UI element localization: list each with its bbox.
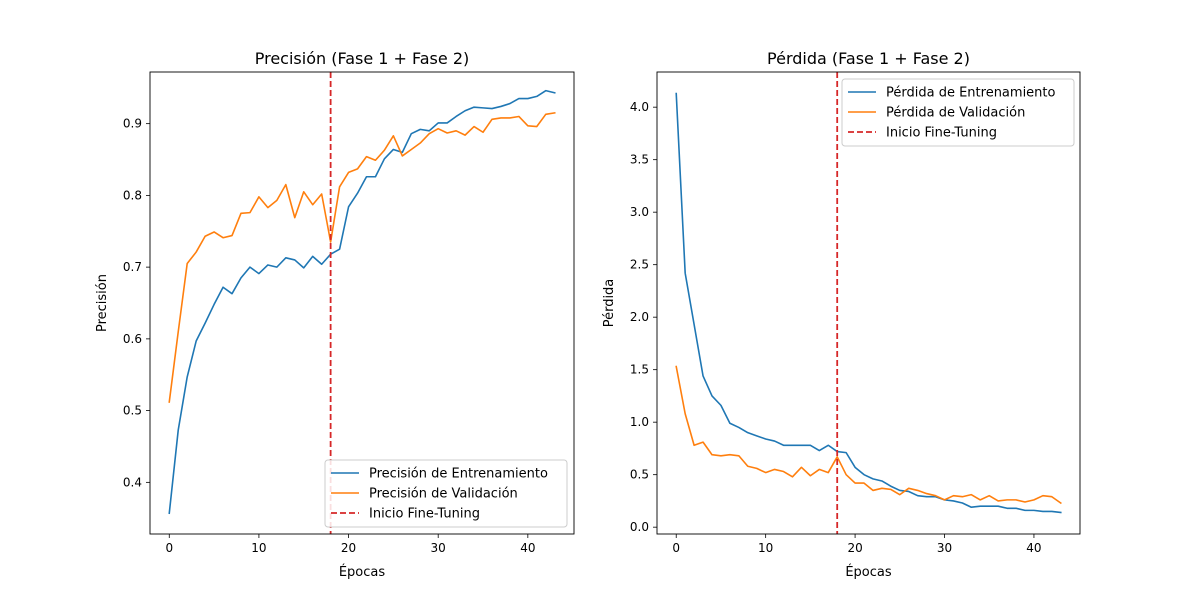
x-tick-label: 30 (937, 541, 952, 555)
x-axis-label: Épocas (845, 564, 892, 580)
y-tick-label: 2.5 (630, 258, 649, 272)
y-tick-label: 0.4 (123, 475, 142, 489)
legend: Precisión de Entrenamiento Precisión de V… (324, 459, 568, 528)
legend-label-val: Pérdida de Validación (886, 106, 1025, 121)
series-line-train (168, 89, 556, 515)
y-tick-label: 0.0 (630, 520, 649, 534)
series-line-train (675, 92, 1062, 514)
y-tick-label: 3.5 (630, 153, 649, 167)
y-tick-label: 1.0 (630, 415, 649, 429)
y-tick-label: 4.0 (630, 100, 649, 114)
legend-label-fine-tuning: Inicio Fine-Tuning (369, 507, 480, 522)
y-tick-label: 0.6 (123, 332, 142, 346)
chart-title: Pérdida (Fase 1 + Fase 2) (767, 49, 970, 68)
x-tick-label: 0 (672, 541, 680, 555)
x-tick-label: 20 (847, 541, 862, 555)
legend-box (841, 78, 1075, 147)
x-axis-label: Épocas (339, 564, 386, 580)
loss-chart: Pérdida (Fase 1 + Fase 2) 0 10 20 30 40 0.0 0.5… (602, 49, 1081, 580)
y-tick-label: 0.7 (123, 260, 142, 274)
x-tick-label: 10 (758, 541, 773, 555)
y-axis-label: Pérdida (602, 279, 617, 328)
y-tick-label: 1.5 (630, 363, 649, 377)
x-tick-label: 40 (520, 541, 535, 555)
y-tick-label: 0.8 (123, 188, 142, 202)
axes-frame (656, 71, 1081, 535)
legend-box (324, 459, 568, 528)
x-tick-label: 20 (341, 541, 356, 555)
x-tick-label: 0 (165, 541, 173, 555)
y-tick-label: 0.5 (630, 468, 649, 482)
series-line-val (675, 365, 1062, 505)
series-line-val (168, 111, 556, 403)
x-tick-label: 40 (1026, 541, 1041, 555)
legend: Pérdida de Entrenamiento Pérdida de Valid… (841, 78, 1075, 147)
y-tick-label: 2.0 (630, 310, 649, 324)
chart-title: Precisión (Fase 1 + Fase 2) (255, 49, 470, 68)
y-axis-label: Precisión (95, 274, 110, 332)
y-tick-label: 0.9 (123, 117, 142, 131)
legend-label-train: Pérdida de Entrenamiento (886, 86, 1056, 101)
legend-label-train: Precisión de Entrenamiento (369, 467, 548, 482)
accuracy-chart: Precisión (Fase 1 + Fase 2) 0 10 20 30 40 0.4 0… (95, 49, 575, 580)
legend-label-fine-tuning: Inicio Fine-Tuning (886, 126, 997, 141)
y-tick-label: 3.0 (630, 205, 649, 219)
x-tick-label: 10 (251, 541, 266, 555)
x-tick-label: 30 (431, 541, 446, 555)
y-tick-label: 0.5 (123, 404, 142, 418)
axes-frame (149, 71, 575, 535)
legend-label-val: Precisión de Validación (369, 487, 518, 502)
